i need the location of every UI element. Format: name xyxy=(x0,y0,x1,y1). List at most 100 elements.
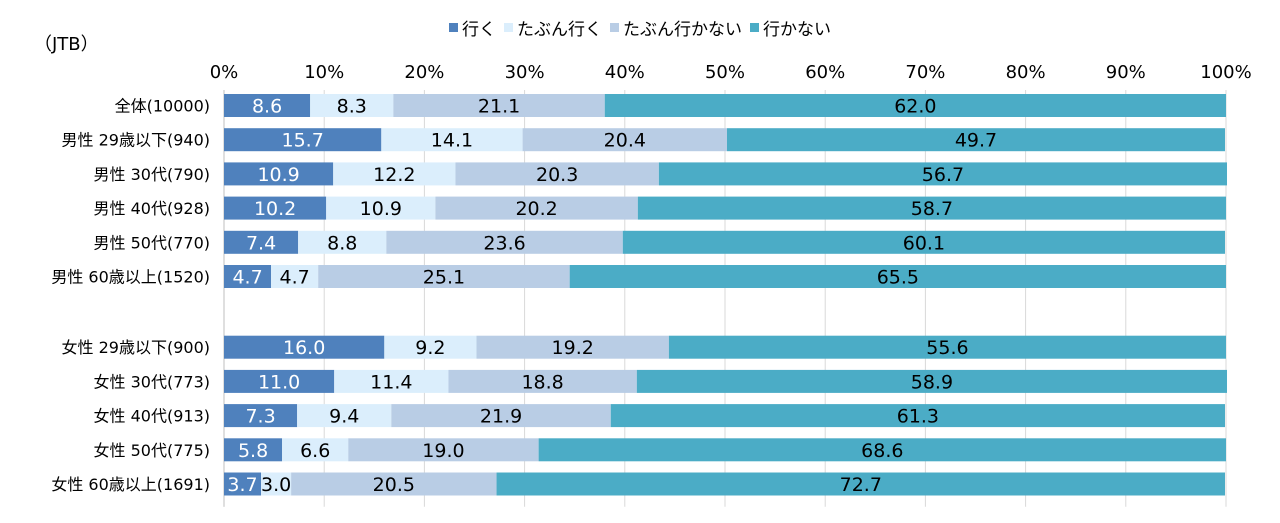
bar-segment xyxy=(271,265,319,288)
data-label: 21.9 xyxy=(480,406,522,428)
data-label: 56.7 xyxy=(922,164,964,186)
data-label: 68.6 xyxy=(861,440,903,462)
bar-segment xyxy=(310,94,394,117)
category-label: 男性 29歳以下(940) xyxy=(62,131,210,150)
data-label: 58.9 xyxy=(911,371,953,393)
bar-segment xyxy=(384,335,477,359)
x-tick-label: 80% xyxy=(1006,62,1046,83)
bar-segment xyxy=(333,162,456,186)
bar-segment xyxy=(610,404,1225,428)
data-label: 49.7 xyxy=(955,130,997,152)
data-label: 4.7 xyxy=(280,267,310,289)
category-label: 男性 50代(770) xyxy=(94,233,210,252)
x-tick-label: 50% xyxy=(705,62,745,83)
bar-segment xyxy=(298,230,387,254)
bar-segment xyxy=(334,369,449,393)
bar-segment xyxy=(282,438,349,462)
bar-segment xyxy=(297,404,392,428)
legend-item: 行く xyxy=(449,15,496,40)
bar-segment xyxy=(637,196,1226,220)
bar-segment xyxy=(668,335,1226,359)
x-tick-label: 30% xyxy=(505,62,545,83)
category-label: 女性 50代(775) xyxy=(94,441,210,460)
category-label: 男性 30代(790) xyxy=(94,165,210,184)
data-label: 60.1 xyxy=(903,232,945,254)
data-label: 20.3 xyxy=(536,164,578,186)
legend-swatch xyxy=(610,23,619,32)
data-label: 65.5 xyxy=(877,267,919,289)
data-label: 11.4 xyxy=(370,371,412,393)
bar-segment xyxy=(476,335,669,359)
x-tick-label: 10% xyxy=(304,62,344,83)
data-label: 23.6 xyxy=(483,232,525,254)
category-label: 女性 40代(913) xyxy=(94,407,210,426)
data-label: 3.7 xyxy=(227,474,257,496)
x-tick-label: 20% xyxy=(404,62,444,83)
data-label: 55.6 xyxy=(926,337,968,359)
bar-segment xyxy=(224,94,311,117)
data-label: 14.1 xyxy=(431,130,473,152)
bar-segment xyxy=(224,128,382,152)
category-label: 男性 40代(928) xyxy=(94,199,210,218)
data-label: 62.0 xyxy=(894,96,936,118)
data-label: 19.2 xyxy=(552,337,594,359)
data-label: 5.8 xyxy=(238,440,268,462)
data-label: 15.7 xyxy=(282,130,324,152)
data-label: 12.2 xyxy=(373,164,415,186)
bar-segment xyxy=(455,162,659,186)
legend-label: たぶん行く xyxy=(517,20,602,40)
legend-item: たぶん行かない xyxy=(610,15,742,40)
bar-segment xyxy=(261,472,292,496)
data-label: 20.4 xyxy=(604,130,646,152)
bar-segment xyxy=(224,438,283,462)
data-label: 19.0 xyxy=(422,440,464,462)
bar-segment xyxy=(224,472,262,496)
data-label: 18.8 xyxy=(521,371,563,393)
data-label: 9.2 xyxy=(415,337,445,359)
legend-label: たぶん行かない xyxy=(623,20,742,40)
bar-segment xyxy=(291,472,497,496)
x-tick-label: 0% xyxy=(210,62,239,83)
chart-legend: 行く たぶん行く たぶん行かない 行かない xyxy=(0,15,1280,40)
bar-segment xyxy=(538,438,1226,462)
data-label: 16.0 xyxy=(283,337,325,359)
bar-segment xyxy=(393,94,605,117)
data-label: 8.3 xyxy=(337,96,367,118)
bar-segment xyxy=(224,230,299,254)
data-label: 7.3 xyxy=(245,406,275,428)
bar-segment xyxy=(448,369,637,393)
data-label: 10.2 xyxy=(254,198,296,220)
data-label: 11.0 xyxy=(258,371,300,393)
bar-segment xyxy=(604,94,1226,117)
bar-segment xyxy=(318,265,570,288)
x-tick-label: 90% xyxy=(1106,62,1146,83)
data-label: 9.4 xyxy=(329,406,359,428)
legend-item: 行かない xyxy=(750,15,831,40)
legend-swatch xyxy=(750,23,759,32)
bar-segment xyxy=(224,265,272,288)
bar-segment xyxy=(224,404,298,428)
data-label: 58.7 xyxy=(911,198,953,220)
legend-label: 行く xyxy=(462,20,496,40)
bar-segment xyxy=(658,162,1228,186)
bar-segment xyxy=(326,196,436,220)
category-label: 女性 30代(773) xyxy=(94,372,210,391)
data-label: 10.9 xyxy=(360,198,402,220)
category-label: 全体(10000) xyxy=(115,97,210,116)
bar-segment xyxy=(496,472,1225,496)
x-tick-label: 60% xyxy=(805,62,845,83)
bar-segment xyxy=(727,128,1225,152)
x-tick-label: 100% xyxy=(1200,62,1251,83)
bar-segment xyxy=(386,230,623,254)
legend-swatch xyxy=(449,23,458,32)
bar-segment xyxy=(224,335,385,359)
category-label: 女性 29歳以下(900) xyxy=(62,338,210,357)
x-tick-label: 40% xyxy=(605,62,645,83)
bar-segment xyxy=(391,404,611,428)
data-label: 3.0 xyxy=(261,474,291,496)
category-label: 女性 60歳以上(1691) xyxy=(51,475,210,494)
data-label: 25.1 xyxy=(423,267,465,289)
data-label: 8.8 xyxy=(327,232,357,254)
legend-item: たぶん行く xyxy=(504,15,602,40)
